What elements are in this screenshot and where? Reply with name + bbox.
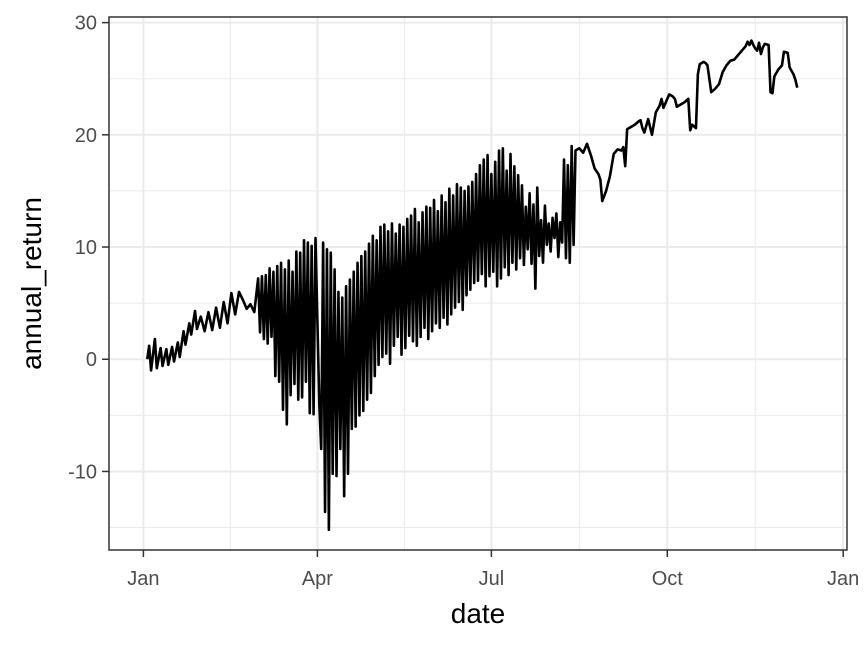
y-tick-label: 20 — [75, 125, 97, 147]
x-axis-title: date — [451, 598, 506, 629]
y-axis-title: annual_return — [16, 197, 47, 370]
x-tick-label: Jan — [827, 568, 859, 590]
y-tick-label: 30 — [75, 13, 97, 35]
y-tick-label: 0 — [86, 349, 97, 371]
axis-ticks: Jan Apr Jul Oct Jan -10 0 10 20 30 — [68, 13, 859, 590]
x-tick-label: Jul — [479, 568, 505, 590]
x-tick-label: Jan — [127, 568, 159, 590]
x-tick-label: Apr — [302, 568, 333, 590]
x-tick-label: Oct — [652, 568, 684, 590]
plot-panel-border — [108, 16, 848, 551]
y-tick-label: -10 — [68, 461, 97, 483]
series-layer — [145, 39, 799, 532]
series-line — [145, 39, 799, 532]
y-tick-label: 10 — [75, 237, 97, 259]
